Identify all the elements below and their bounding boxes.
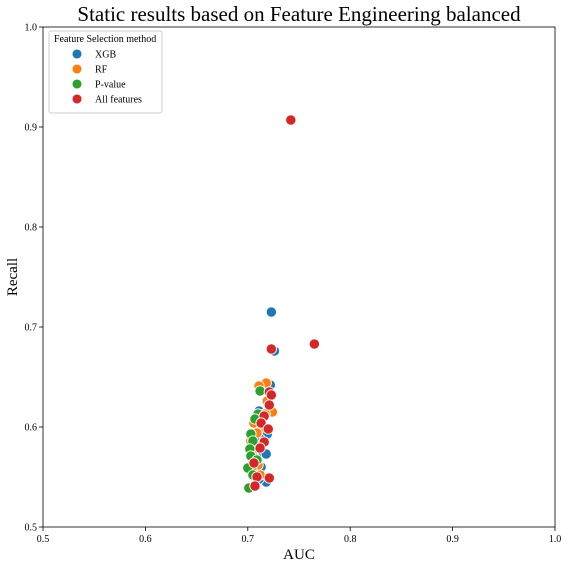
x-tick-label: 0.6 (139, 534, 152, 545)
legend-marker (71, 63, 83, 75)
x-axis-label: AUC (283, 547, 315, 563)
data-point (265, 343, 278, 355)
y-tick-label: 0.6 (25, 423, 38, 434)
legend-marker (71, 93, 83, 105)
data-point (262, 423, 274, 435)
data-point (254, 385, 266, 397)
x-tick-label: 0.8 (344, 534, 357, 545)
data-point (249, 480, 261, 492)
data-point (265, 389, 278, 401)
legend-label: P-value (95, 80, 126, 91)
series-all-features (248, 114, 321, 492)
y-tick-label: 0.8 (25, 223, 38, 234)
data-points (242, 114, 321, 494)
y-tick-label: 0.9 (25, 123, 38, 134)
y-tick-label: 0.5 (25, 523, 38, 534)
legend-title: Feature Selection method (54, 34, 156, 45)
plot-area (42, 26, 556, 528)
y-axis: 0.5 0.6 0.7 0.8 0.9 1.0 (25, 23, 43, 534)
x-tick-label: 0.5 (37, 534, 50, 545)
data-point (255, 417, 267, 429)
data-point (308, 338, 321, 350)
x-tick-label: 0.9 (446, 534, 459, 545)
x-tick-label: 0.7 (242, 534, 255, 545)
data-point (285, 114, 297, 126)
y-tick-label: 1.0 (25, 23, 38, 34)
y-tick-label: 0.7 (25, 323, 38, 334)
data-point (254, 442, 266, 454)
chart-title: Static results based on Feature Engineer… (77, 2, 521, 26)
legend-marker (71, 78, 83, 90)
plot-frame (42, 26, 556, 528)
y-axis-label: Recall (5, 258, 21, 296)
legend-label: XGB (95, 50, 116, 61)
data-point (265, 306, 278, 318)
data-point (263, 472, 275, 484)
legend: Feature Selection method XGB RF P-value All… (48, 30, 163, 114)
legend-label: RF (95, 65, 108, 76)
data-point (263, 399, 275, 411)
legend-marker (71, 48, 83, 60)
legend-label: All features (95, 95, 142, 106)
data-point (248, 457, 260, 469)
x-axis: 0.5 0.6 0.7 0.8 0.9 1.0 (37, 527, 562, 545)
x-tick-label: 1.0 (549, 534, 562, 545)
